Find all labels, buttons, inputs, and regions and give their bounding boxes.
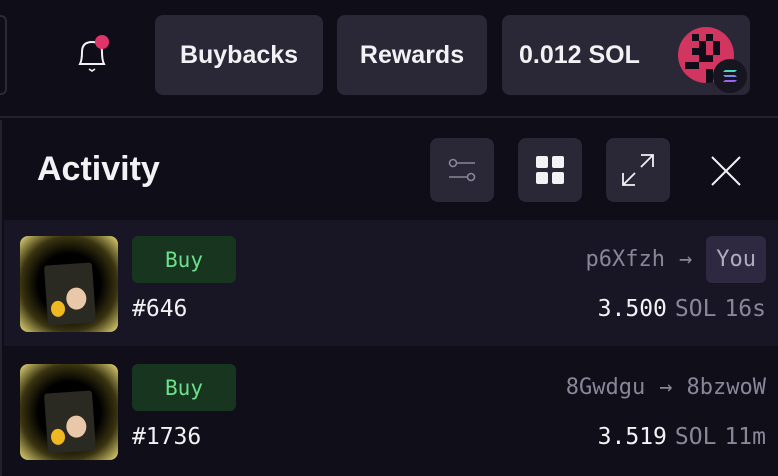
filter-button[interactable] bbox=[430, 138, 494, 202]
grid-icon bbox=[536, 156, 564, 184]
expand-button[interactable] bbox=[606, 138, 670, 202]
close-button[interactable] bbox=[700, 145, 752, 197]
price-unit: SOL bbox=[674, 296, 717, 322]
price-unit: SOL bbox=[674, 424, 717, 450]
solana-icon bbox=[713, 59, 747, 93]
rewards-button[interactable]: Rewards bbox=[337, 15, 487, 95]
bell-icon[interactable] bbox=[72, 34, 112, 76]
nft-thumbnail bbox=[20, 364, 118, 460]
top-bar: Buybacks Rewards 0.012 SOL bbox=[0, 0, 778, 118]
search-box-edge[interactable] bbox=[0, 15, 7, 95]
nft-thumbnail bbox=[20, 236, 118, 332]
buybacks-button[interactable]: Buybacks bbox=[155, 15, 323, 95]
activity-type-badge: Buy bbox=[132, 364, 236, 411]
close-icon bbox=[711, 156, 741, 186]
activity-row[interactable]: Buy #646 p6Xfzh → You 3.500 SOL 16s bbox=[4, 220, 778, 346]
to-address[interactable]: You bbox=[706, 236, 766, 283]
panel-divider bbox=[0, 120, 2, 476]
time-ago: 11m bbox=[724, 424, 766, 450]
from-address[interactable]: 8Gwdgu bbox=[565, 375, 646, 400]
grid-view-button[interactable] bbox=[518, 138, 582, 202]
price-amount: 3.500 bbox=[597, 296, 667, 322]
token-id[interactable]: #646 bbox=[132, 296, 188, 322]
to-address[interactable]: 8bzwoW bbox=[686, 375, 766, 400]
price-amount: 3.519 bbox=[597, 424, 667, 450]
expand-icon bbox=[622, 154, 654, 186]
avatar[interactable] bbox=[678, 27, 734, 83]
from-address[interactable]: p6Xfzh bbox=[585, 247, 665, 272]
activity-row[interactable]: Buy #1736 8Gwdgu → 8bzwoW 3.519 SOL 11m bbox=[4, 348, 778, 474]
arrow-right-icon: → bbox=[679, 247, 693, 272]
notification-dot bbox=[95, 35, 109, 49]
wallet-balance: 0.012 SOL bbox=[519, 40, 640, 69]
activity-type-badge: Buy bbox=[132, 236, 236, 283]
arrow-right-icon: → bbox=[659, 375, 673, 400]
time-ago: 16s bbox=[724, 296, 766, 322]
panel-title: Activity bbox=[37, 150, 160, 188]
filter-icon bbox=[448, 158, 476, 182]
token-id[interactable]: #1736 bbox=[132, 424, 202, 450]
